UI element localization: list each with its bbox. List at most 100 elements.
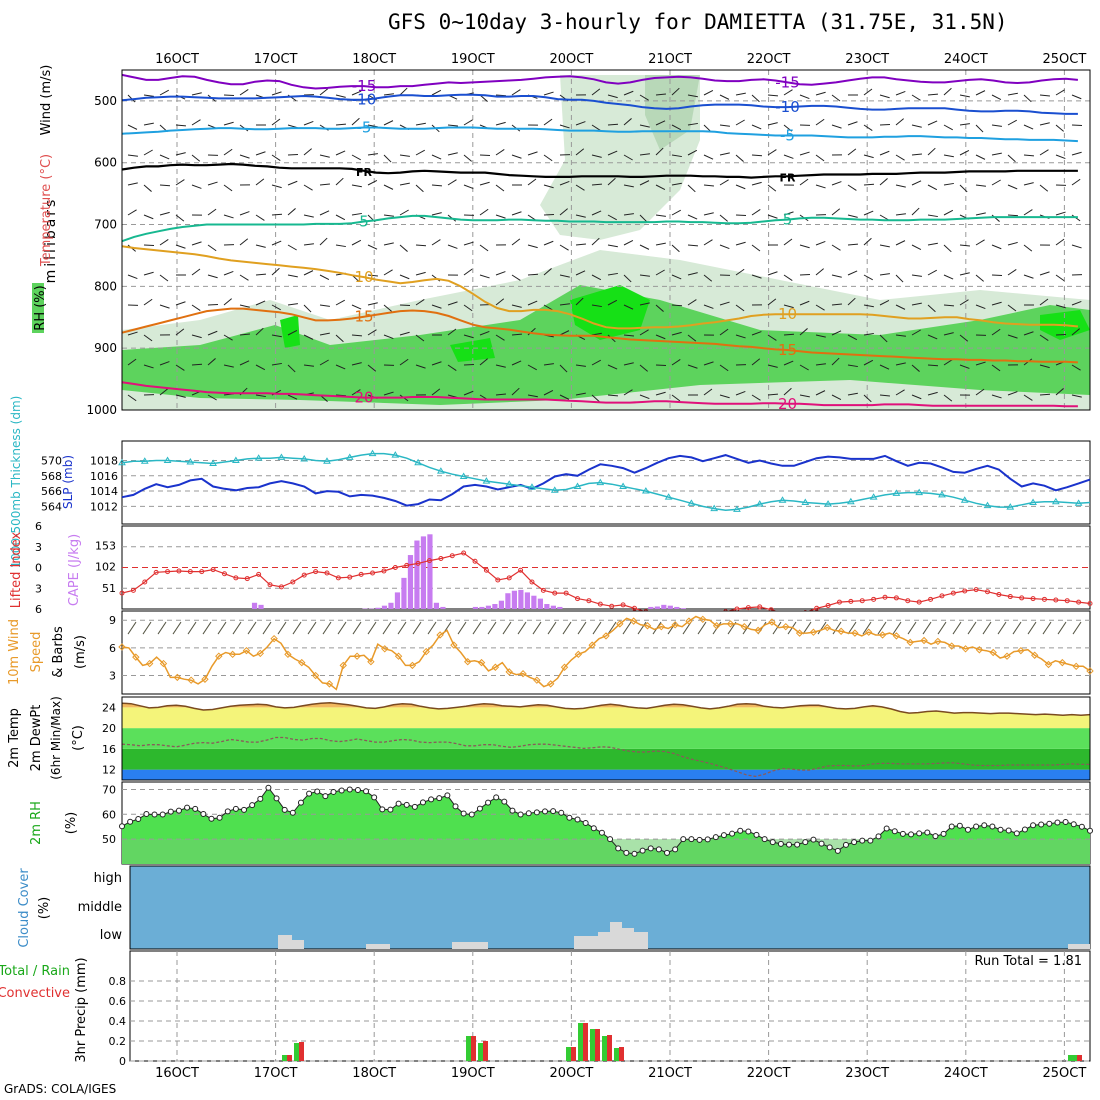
wind-barb [1007, 119, 1017, 126]
wind-barb [191, 304, 201, 312]
slp-thickness-panel: 1012 1014 1016 1018 564 566 568 570 1000-500mb T… [9, 396, 1091, 568]
rh-marker [501, 798, 508, 805]
wind-speed-marker [118, 643, 126, 651]
wind-barb [1023, 244, 1033, 252]
wind-barb [351, 117, 360, 126]
wind-barb [431, 239, 441, 246]
wind-speed-marker [491, 663, 500, 671]
cloud-low-fill [366, 944, 390, 949]
wind-barb [431, 212, 442, 216]
cape-bar [498, 600, 505, 609]
temp-band [122, 769, 1090, 780]
wind-barb [559, 364, 568, 373]
temp-label: 2m Temp [7, 708, 22, 768]
temp-tick-label: 16 [102, 743, 116, 756]
lifted-marker [256, 571, 262, 577]
wind-barb [607, 244, 618, 248]
cape-bar [440, 606, 446, 609]
wind-barb [751, 208, 761, 216]
precip-convective-bar [471, 1036, 476, 1061]
rh-marker [468, 811, 475, 818]
wind-barb [639, 180, 650, 186]
wind-barb [383, 93, 394, 96]
wind-barb [495, 184, 505, 192]
wind-barb [815, 118, 825, 126]
wind-barb [159, 211, 170, 216]
wind-barb [591, 183, 603, 186]
wind-barb [703, 239, 713, 246]
wind-barb [271, 91, 282, 96]
wind-speed-marker [574, 650, 583, 659]
wind-barb [1071, 364, 1081, 371]
wind-barb [335, 150, 346, 156]
wind-barb [191, 241, 202, 246]
wind-barb [175, 124, 187, 127]
wind-barb [799, 273, 811, 276]
wind-barb [959, 94, 970, 98]
wind-barb [687, 364, 698, 369]
wind-barb [143, 364, 154, 369]
wind-barb [895, 184, 906, 188]
wind-barb [991, 94, 1002, 100]
rh-marker [989, 823, 996, 830]
y-tick-label: 900 [94, 341, 117, 355]
wind-barb [143, 94, 154, 97]
wind-barb [639, 124, 650, 128]
rh-marker [517, 811, 524, 818]
cape-bar [479, 606, 485, 609]
cloud-low-fill [452, 942, 488, 949]
wind-barb [575, 297, 584, 306]
rh-marker [411, 803, 418, 810]
wind-barb [255, 151, 266, 156]
wind-barb [511, 238, 521, 246]
wind-barb [815, 184, 826, 189]
wind-barb [719, 179, 729, 186]
wind-barb [287, 330, 298, 336]
thickness-marker [254, 454, 263, 461]
thickness-marker [436, 467, 445, 474]
wind-barb [719, 244, 730, 250]
lifted-tick-label: 6 [35, 520, 42, 533]
wind-barb [191, 119, 201, 126]
wind-barb [271, 118, 281, 126]
wind-speed-marker [1086, 667, 1094, 675]
thickness-marker [231, 456, 240, 463]
credit-label: GrADS: COLA/IGES [4, 1082, 117, 1096]
wind-barb [799, 244, 810, 249]
date-label-bottom: 20OCT [550, 1066, 594, 1081]
wind-barb [991, 214, 1000, 222]
thickness-marker [641, 487, 650, 494]
thickness-marker [368, 449, 377, 457]
cape-tick-label: 102 [95, 561, 116, 574]
wind-speed-marker [934, 637, 942, 646]
wind-barb [831, 208, 841, 216]
rh-marker [346, 786, 353, 793]
wind-barb [351, 304, 362, 310]
side-label-temperature: Temperature (°C) [39, 154, 54, 267]
wind-barb [367, 329, 377, 336]
rh-marker [973, 823, 980, 830]
wind-barb [863, 332, 874, 336]
rh-marker [306, 790, 313, 797]
wind-barb [143, 334, 153, 342]
wind-barb [367, 274, 378, 277]
wind-barb [879, 94, 890, 99]
rh-marker [216, 814, 223, 821]
wind-barb [1039, 393, 1051, 396]
wind-barb [271, 304, 281, 311]
cape-axis-label: CAPE (J/kg) [67, 534, 82, 606]
isotherm-line [121, 381, 1078, 408]
cape-bar [680, 608, 686, 609]
rh-marker [224, 808, 231, 815]
wind-barb [495, 121, 506, 126]
wind-barb [1071, 328, 1080, 336]
wind-barb [703, 361, 714, 366]
wind-barb [591, 304, 602, 308]
wind-barb [511, 154, 522, 159]
wind-barb [959, 299, 969, 306]
wind-barb [735, 184, 746, 190]
rh-marker [257, 795, 264, 802]
wind-barb [687, 244, 699, 247]
lifted-tick-label: 3 [35, 582, 42, 595]
